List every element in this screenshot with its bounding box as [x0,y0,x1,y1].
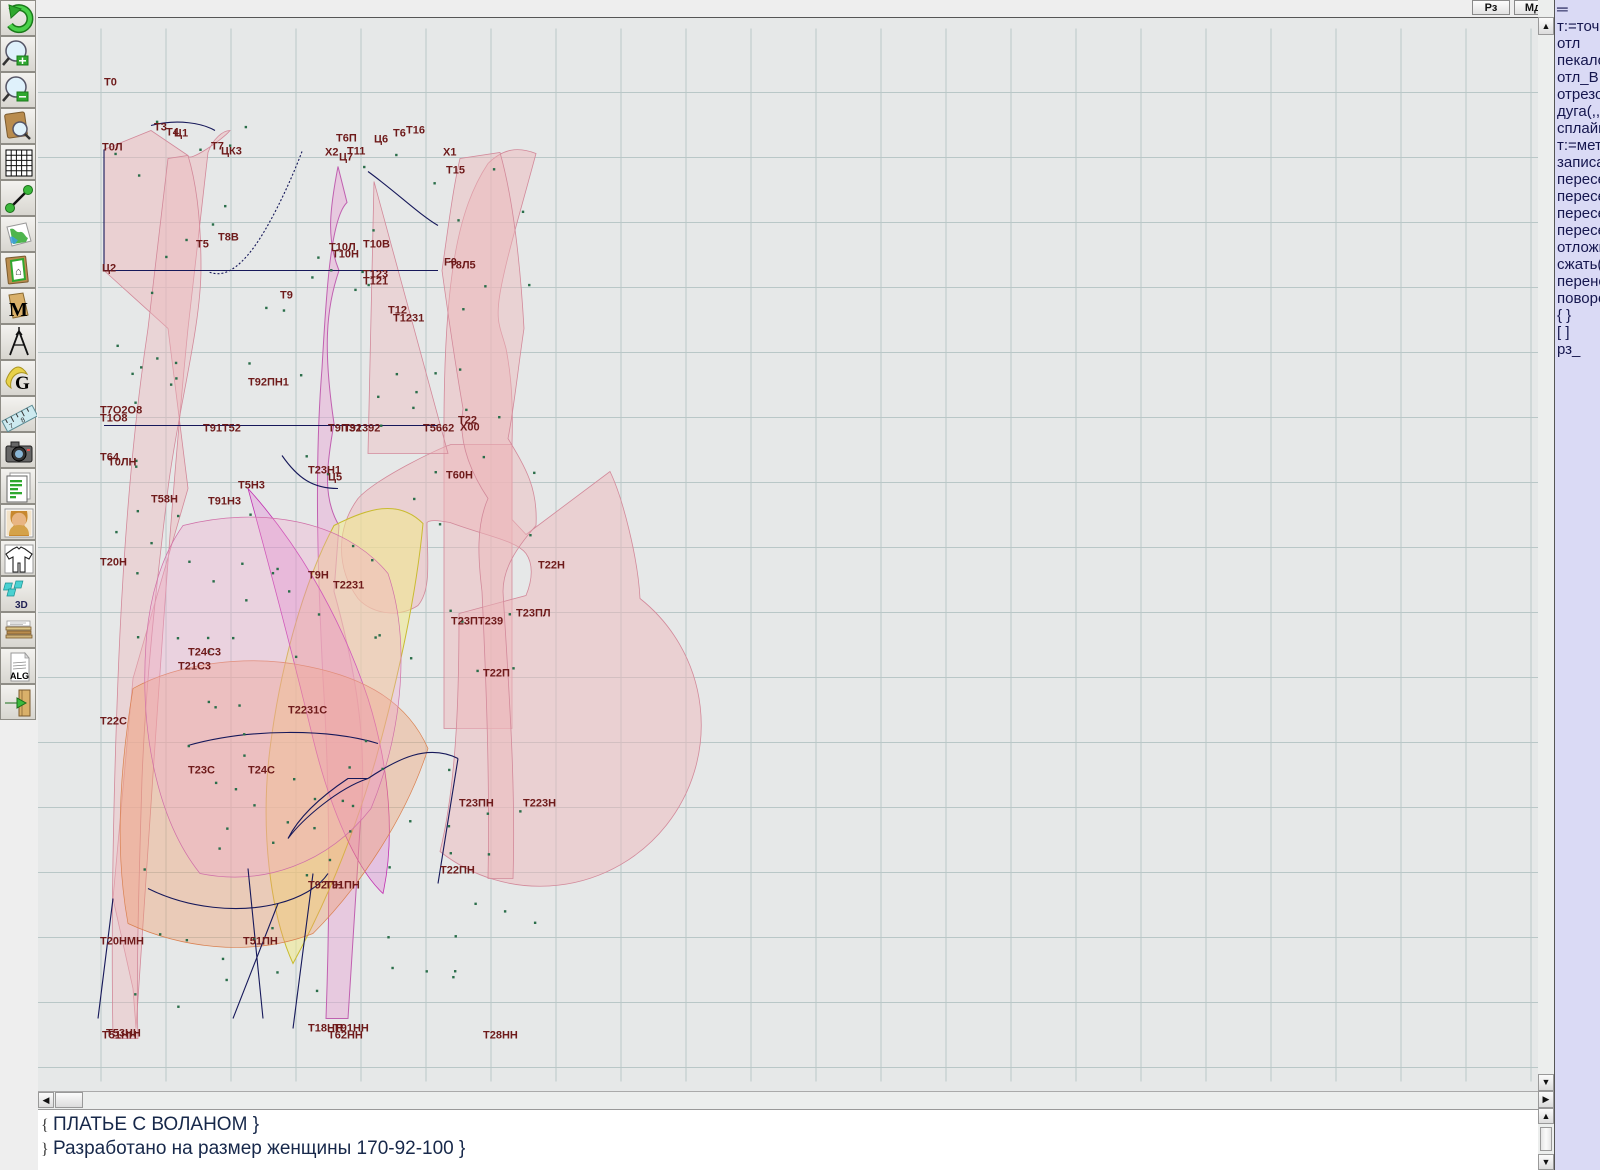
svg-text:ALG: ALG [10,671,29,681]
svg-text:G: G [15,373,30,394]
svg-text:Т23П: Т23П [451,616,478,628]
svg-text:⌂: ⌂ [15,266,22,278]
svg-text:Т23ПН: Т23ПН [459,798,494,810]
svg-text:3D: 3D [15,600,28,611]
svg-text:Т8Л5: Т8Л5 [449,260,476,272]
svg-text:Т21С3: Т21С3 [178,661,211,673]
svg-text:Т10В: Т10В [363,239,390,251]
svg-text:Т2231С: Т2231С [288,705,327,717]
svg-text:Т22С: Т22С [100,716,127,728]
svg-text:Т5Н3: Т5Н3 [238,480,265,492]
svg-text:Т58Н: Т58Н [151,494,178,506]
svg-text:Т28НН: Т28НН [483,1030,518,1042]
svg-text:Х2: Х2 [325,147,338,159]
svg-text:Т6: Т6 [393,128,406,140]
svg-text:Т20Н: Т20Н [100,557,127,569]
svg-text:Т5662: Т5662 [423,423,454,435]
svg-text:Т60Н: Т60Н [446,470,473,482]
svg-text:Т6П: Т6П [336,133,357,145]
svg-text:Т22П: Т22П [483,668,510,680]
svg-text:Т23ПЛ: Т23ПЛ [516,608,551,620]
svg-text:Т2231: Т2231 [333,580,364,592]
svg-text:Т22ПН: Т22ПН [440,865,475,877]
svg-text:Т53НН: Т53НН [106,1028,141,1040]
svg-text:Т15: Т15 [446,165,465,177]
svg-text:M: M [9,299,28,321]
svg-text:Т92ПН1: Т92ПН1 [248,377,289,389]
svg-text:Т91ПН: Т91ПН [325,880,360,892]
svg-text:Т91Н3: Т91Н3 [208,496,241,508]
svg-text:Т9Н: Т9Н [308,570,329,582]
svg-text:Т1О8: Т1О8 [100,413,128,425]
svg-text:Т3: Т3 [154,122,167,134]
svg-text:Т51ПН: Т51ПН [243,936,278,948]
svg-text:Т62НН: Т62НН [328,1030,363,1042]
svg-text:Т24С3: Т24С3 [188,647,221,659]
svg-text:Т11: Т11 [347,146,365,158]
svg-text:Т5: Т5 [196,239,209,251]
svg-text:Т23С: Т23С [188,765,215,777]
svg-text:Т121: Т121 [363,276,388,288]
svg-text:Т22Н: Т22Н [538,560,565,572]
svg-text:Т0: Т0 [104,77,117,89]
svg-text:Т91392: Т91392 [343,423,380,435]
svg-text:Ц5: Ц5 [328,472,342,484]
svg-text:Т8В: Т8В [218,232,239,244]
svg-text:Т9: Т9 [280,290,293,302]
svg-text:Т24С: Т24С [248,765,275,777]
svg-text:Т20НМН: Т20НМН [100,936,144,948]
svg-text:Ц1: Ц1 [174,128,188,140]
svg-text:Т16: Т16 [406,125,425,137]
svg-text:Т223Н: Т223Н [523,798,556,810]
svg-text:Ц6: Ц6 [374,134,388,146]
svg-text:Т0Л: Т0Л [102,142,123,154]
svg-text:Т0ЛН: Т0ЛН [108,457,137,469]
svg-text:Т1231: Т1231 [393,313,424,325]
svg-text:Х00: Х00 [460,422,480,434]
svg-text:Х1: Х1 [443,147,456,159]
svg-text:Т10Н: Т10Н [332,249,359,261]
svg-text:ЦК3: ЦК3 [221,146,242,158]
svg-text:Ц2: Ц2 [102,263,116,275]
svg-text:Т91Т52: Т91Т52 [203,423,241,435]
svg-text:Т239: Т239 [478,616,503,628]
